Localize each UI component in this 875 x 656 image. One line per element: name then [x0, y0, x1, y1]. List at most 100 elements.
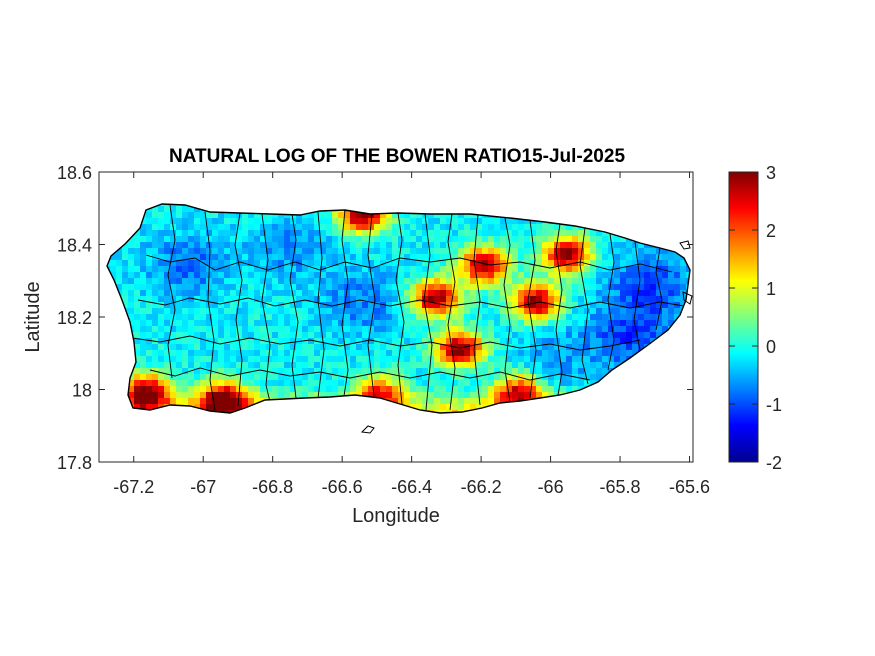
heat-cell	[572, 326, 579, 333]
heat-cell	[554, 224, 561, 231]
heat-cell	[176, 308, 183, 315]
heat-cell	[278, 248, 285, 255]
heat-cell	[218, 362, 225, 369]
heat-cell	[338, 326, 345, 333]
heat-cell	[500, 410, 507, 413]
heat-cell	[212, 254, 219, 261]
heat-cell	[230, 218, 237, 225]
heat-cell	[278, 368, 285, 375]
heat-cell	[356, 314, 363, 321]
heat-cell	[248, 242, 255, 249]
heat-cell	[152, 242, 159, 249]
heat-cell	[434, 332, 441, 339]
heat-cell	[614, 206, 621, 213]
heat-cell	[560, 266, 567, 273]
heat-cell	[638, 320, 645, 327]
heat-cell	[524, 326, 531, 333]
heat-cell	[296, 356, 303, 363]
heat-cell	[242, 398, 249, 405]
heat-cell	[566, 338, 573, 345]
heat-cell	[128, 266, 135, 273]
heat-cell	[482, 254, 489, 261]
heat-cell	[410, 212, 417, 219]
heat-cell	[254, 410, 261, 413]
heat-cell	[560, 272, 567, 279]
heat-cell	[644, 356, 651, 363]
heat-cell	[146, 320, 153, 327]
heat-cell	[140, 350, 147, 357]
heat-cell	[512, 332, 519, 339]
heat-cell	[548, 404, 555, 411]
heat-cell	[398, 326, 405, 333]
heat-cell	[206, 392, 213, 399]
heat-cell	[266, 248, 273, 255]
heat-cell	[536, 326, 543, 333]
heat-cell	[506, 278, 513, 285]
heat-cell	[272, 242, 279, 249]
heat-cell	[524, 296, 531, 303]
heat-cell	[440, 204, 447, 207]
heat-cell	[566, 362, 573, 369]
heat-cell	[206, 230, 213, 237]
heat-cell	[302, 350, 309, 357]
heat-cell	[398, 206, 405, 213]
heat-cell	[488, 374, 495, 381]
heat-cell	[422, 344, 429, 351]
heat-cell	[572, 212, 579, 219]
heat-cell	[392, 242, 399, 249]
heat-cell	[590, 290, 597, 297]
heat-cell	[368, 230, 375, 237]
heat-cell	[272, 212, 279, 219]
heat-cell	[374, 236, 381, 243]
heat-cell	[380, 296, 387, 303]
heat-cell	[242, 380, 249, 387]
heat-cell	[674, 374, 681, 381]
heat-cell	[140, 344, 147, 351]
heat-cell	[314, 404, 321, 411]
heat-cell	[116, 272, 123, 279]
heat-cell	[206, 296, 213, 303]
heat-cell	[416, 204, 423, 207]
heat-cell	[107, 278, 111, 285]
heat-cell	[608, 272, 615, 279]
heat-cell	[572, 230, 579, 237]
heat-cell	[440, 344, 447, 351]
heat-cell	[254, 368, 261, 375]
heat-cell	[650, 296, 657, 303]
heat-cell	[494, 350, 501, 357]
heat-cell	[284, 332, 291, 339]
heat-cell	[416, 410, 423, 413]
heat-cell	[356, 308, 363, 315]
heat-cell	[290, 404, 297, 411]
heat-cell	[242, 242, 249, 249]
heat-cell	[404, 392, 411, 399]
heat-cell	[128, 296, 135, 303]
heat-cell	[494, 230, 501, 237]
heat-cell	[380, 380, 387, 387]
heat-cell	[410, 218, 417, 225]
heat-cell	[596, 320, 603, 327]
heat-cell	[506, 224, 513, 231]
heat-cell	[110, 254, 117, 261]
heat-cell	[530, 392, 537, 399]
heat-cell	[458, 254, 465, 261]
heat-cell	[338, 302, 345, 309]
heat-cell	[566, 332, 573, 339]
heat-cell	[266, 206, 273, 213]
heat-cell	[686, 344, 690, 351]
heat-cell	[584, 254, 591, 261]
heat-cell	[362, 242, 369, 249]
heat-cell	[614, 338, 621, 345]
heat-cell	[680, 212, 687, 219]
heat-cell	[272, 392, 279, 399]
heat-cell	[650, 398, 657, 405]
heat-cell	[368, 212, 375, 219]
heat-cell	[107, 362, 111, 369]
heat-cell	[578, 356, 585, 363]
heat-cell	[254, 204, 261, 207]
heat-cell	[248, 236, 255, 243]
heat-cell	[638, 338, 645, 345]
heat-cell	[572, 362, 579, 369]
heat-cell	[638, 224, 645, 231]
heat-cell	[182, 344, 189, 351]
